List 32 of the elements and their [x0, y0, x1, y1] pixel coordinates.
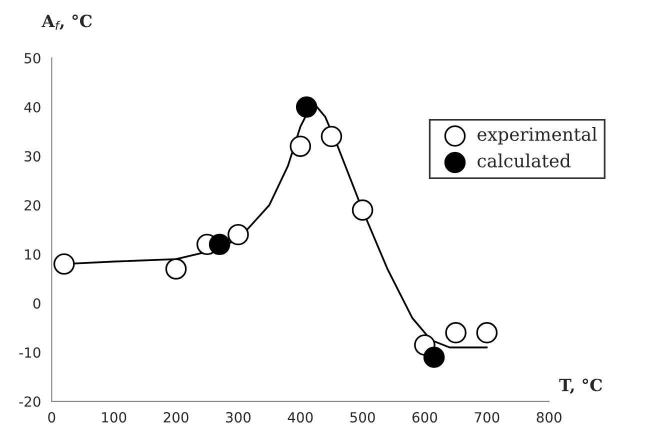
point [476, 322, 498, 344]
x-axis-title: T, °C [559, 378, 602, 394]
point [423, 346, 445, 368]
point [445, 322, 466, 344]
point [352, 199, 374, 221]
x-tick-label: 300 [226, 412, 251, 423]
y-tick-label: 20 [24, 200, 40, 211]
x-tick-label: 400 [288, 412, 313, 423]
x-tick-label: 600 [412, 412, 438, 423]
point [320, 126, 342, 148]
x-tick-label: 800 [536, 412, 562, 423]
x-tick-label: 700 [474, 412, 500, 423]
point [228, 224, 249, 246]
legend-label: calculated [478, 154, 571, 168]
legend-label: experimental [478, 127, 597, 144]
x-tick-label: 100 [102, 412, 126, 423]
y-tick-label: 10 [25, 249, 40, 260]
y-axis-title: A$_{f}$, °C [42, 14, 92, 30]
point [53, 253, 75, 275]
point [296, 96, 318, 118]
y-tick-label: 40 [24, 102, 40, 113]
y-tick-label: 0 [33, 298, 40, 309]
y-tick-label: 30 [24, 151, 40, 162]
point [290, 136, 312, 157]
y-tick-label: -10 [19, 347, 40, 358]
y-tick-label: 50 [24, 52, 40, 64]
point [165, 258, 187, 280]
y-tick-label: -20 [19, 396, 40, 407]
x-tick-label: 200 [164, 412, 188, 423]
x-tick-label: 0 [48, 412, 56, 423]
point [208, 234, 230, 256]
x-tick-label: 500 [350, 412, 375, 423]
